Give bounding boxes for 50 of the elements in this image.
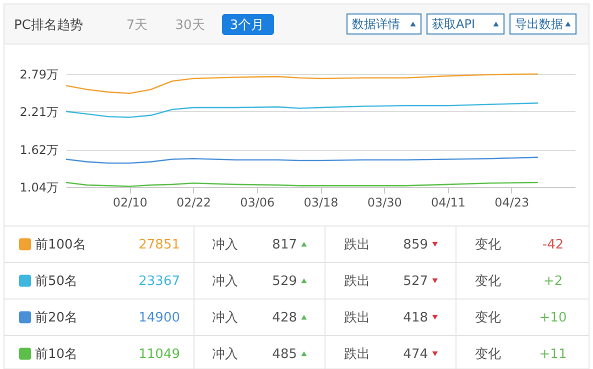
text: 变化 <box>475 346 501 362</box>
text: +2 <box>543 274 563 289</box>
text: 30天 <box>175 18 205 33</box>
chart-title: PC排名趋势 <box>14 18 83 33</box>
x-tick-label: 02/10 <box>112 196 148 210</box>
text: 变化 <box>475 310 501 326</box>
x-tick-label: 02/22 <box>176 196 212 210</box>
text: 变化 <box>475 274 501 289</box>
text: 817 <box>272 237 297 252</box>
text: 冲入 <box>212 274 238 289</box>
text: +10 <box>539 310 567 326</box>
legend-label: 前20名 <box>35 310 78 326</box>
text: 跌出 <box>344 237 370 252</box>
y-tick-label: 1.62万 <box>20 143 58 158</box>
text: 474 <box>403 346 428 362</box>
text: 获取API <box>432 17 475 31</box>
text: 859 <box>403 237 428 252</box>
text: 变化 <box>475 237 501 252</box>
text: 跌出 <box>344 310 370 326</box>
y-tick-label: 1.04万 <box>20 180 58 194</box>
legend-label: 前10名 <box>35 346 78 362</box>
text: 导出数据 <box>515 17 563 31</box>
text: 数据详情 <box>352 17 400 31</box>
text: +11 <box>539 346 567 362</box>
text: 485 <box>272 346 297 362</box>
legend-label: 前50名 <box>35 274 78 289</box>
x-tick-label: 03/06 <box>240 196 275 210</box>
text: 跌出 <box>344 274 370 289</box>
text: 11049 <box>138 346 180 362</box>
x-tick-label: 04/23 <box>494 196 530 210</box>
text: 3个月 <box>230 18 264 33</box>
text: 27851 <box>138 237 180 252</box>
text: 529 <box>272 274 297 289</box>
text: 7天 <box>126 18 148 33</box>
y-tick-label: 2.21万 <box>20 104 58 119</box>
legend-label: 前100名 <box>35 237 86 252</box>
x-tick-label: 03/18 <box>304 196 338 210</box>
y-tick-label: 2.79万 <box>20 68 58 82</box>
text: 14900 <box>138 310 180 326</box>
text: 跌出 <box>344 346 370 362</box>
text: 428 <box>272 310 297 326</box>
text: 冲入 <box>212 346 238 362</box>
text: 冲入 <box>212 310 238 326</box>
text: 527 <box>403 274 428 289</box>
text: -42 <box>542 237 564 252</box>
x-tick-label: 04/11 <box>430 196 466 210</box>
x-tick-label: 03/30 <box>367 196 402 210</box>
text: 冲入 <box>212 237 238 252</box>
text: 418 <box>403 310 428 326</box>
text: 23367 <box>138 274 180 289</box>
